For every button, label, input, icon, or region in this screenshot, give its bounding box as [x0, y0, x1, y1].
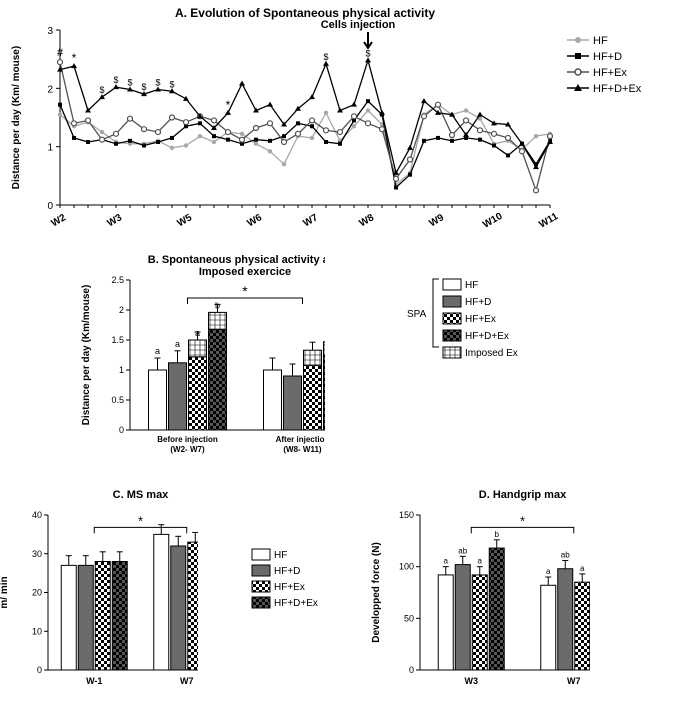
- panel-a-chart: A. Evolution of Spontaneous physical act…: [5, 5, 575, 250]
- svg-text:a: a: [580, 564, 585, 573]
- panel-a-legend: HF HF+D HF+Ex HF+D+Ex: [565, 30, 675, 110]
- svg-text:W3: W3: [106, 212, 125, 229]
- svg-text:0: 0: [119, 425, 124, 435]
- svg-text:$: $: [155, 78, 160, 88]
- svg-text:D. Handgrip max: D. Handgrip max: [479, 490, 567, 501]
- svg-text:*: *: [226, 98, 231, 112]
- svg-text:HF+Ex: HF+Ex: [593, 67, 627, 79]
- panel-b-legend: HF HF+D HF+Ex HF+D+Ex Imposed Ex SPA: [405, 275, 575, 385]
- panel-d-chart: D. Handgrip max 0 50 100 150 Developped force…: [365, 490, 590, 715]
- svg-text:0: 0: [409, 665, 414, 675]
- panel-c-legend: HF HF+D HF+Ex HF+D+Ex: [250, 545, 360, 620]
- svg-text:Distance per day (Km/mouse): Distance per day (Km/mouse): [81, 285, 92, 426]
- svg-text:HF: HF: [593, 35, 608, 47]
- svg-text:50: 50: [404, 613, 414, 623]
- svg-text:HF: HF: [274, 550, 287, 561]
- svg-text:HF+D: HF+D: [274, 566, 300, 577]
- svg-text:W-1: W-1: [86, 676, 102, 686]
- svg-text:Before injection: Before injection: [157, 435, 218, 444]
- svg-text:HF+D+Ex: HF+D+Ex: [593, 83, 642, 95]
- svg-text:SPA: SPA: [407, 309, 427, 320]
- svg-text:W2: W2: [50, 212, 69, 229]
- svg-text:HF: HF: [465, 280, 478, 291]
- svg-text:W7: W7: [180, 676, 194, 686]
- svg-text:b: b: [495, 530, 500, 539]
- svg-text:1.5: 1.5: [111, 335, 124, 345]
- svg-text:40: 40: [32, 510, 42, 520]
- figure-root: A. Evolution of Spontaneous physical act…: [0, 0, 685, 712]
- svg-text:After injection: After injection: [276, 435, 325, 444]
- svg-text:$: $: [127, 78, 132, 88]
- svg-text:W11: W11: [537, 211, 560, 231]
- svg-text:2.5: 2.5: [111, 275, 124, 285]
- svg-text:0.5: 0.5: [111, 395, 124, 405]
- svg-text:(W8- W11): (W8- W11): [283, 445, 322, 454]
- svg-text:Developped force (N): Developped force (N): [371, 542, 382, 643]
- panel-b-chart: B. Spontaneous physical activity andImpo…: [75, 255, 325, 475]
- svg-text:100: 100: [399, 562, 414, 572]
- svg-text:150: 150: [399, 510, 414, 520]
- svg-text:W6: W6: [246, 212, 265, 229]
- svg-text:30: 30: [32, 549, 42, 559]
- svg-text:HF+Ex: HF+Ex: [274, 582, 305, 593]
- svg-text:ab: ab: [561, 550, 570, 559]
- svg-text:a: a: [155, 346, 160, 356]
- svg-text:B. Spontaneous physical activi: B. Spontaneous physical activity and: [148, 255, 325, 266]
- svg-text:$: $: [113, 75, 118, 85]
- svg-text:W10: W10: [481, 211, 505, 231]
- svg-text:Imposed exercice: Imposed exercice: [199, 266, 291, 278]
- svg-text:$: $: [99, 85, 104, 95]
- svg-text:$: $: [169, 79, 174, 89]
- svg-text:C. MS max: C. MS max: [113, 490, 170, 501]
- svg-text:HF+D+Ex: HF+D+Ex: [274, 598, 318, 609]
- svg-text:HF+D+Ex: HF+D+Ex: [465, 331, 509, 342]
- svg-text:$: $: [141, 82, 146, 92]
- svg-text:Distance per day (Km/ mouse): Distance per day (Km/ mouse): [11, 46, 22, 189]
- svg-text:*: *: [520, 513, 525, 528]
- svg-text:a: a: [444, 557, 449, 566]
- svg-text:HF+Ex: HF+Ex: [465, 314, 496, 325]
- panel-c-chart: C. MS max 0 10 20 30 40 m/ min W-1 W7 *: [0, 490, 198, 715]
- svg-text:Imposed Ex: Imposed Ex: [465, 348, 518, 359]
- svg-text:*: *: [242, 283, 248, 299]
- svg-text:W9: W9: [428, 212, 447, 229]
- svg-text:$: $: [323, 52, 328, 62]
- svg-text:2: 2: [119, 305, 124, 315]
- svg-text:1: 1: [47, 143, 53, 154]
- svg-text:2: 2: [47, 84, 53, 95]
- svg-text:HF+D: HF+D: [593, 51, 622, 63]
- svg-text:20: 20: [32, 588, 42, 598]
- svg-text:a: a: [195, 328, 200, 338]
- svg-text:10: 10: [32, 626, 42, 636]
- svg-text:*: *: [72, 51, 77, 65]
- svg-text:3: 3: [47, 26, 53, 37]
- svg-text:W3: W3: [465, 676, 479, 686]
- svg-text:$: $: [365, 48, 370, 58]
- svg-text:1: 1: [119, 365, 124, 375]
- svg-text:a: a: [478, 557, 483, 566]
- svg-text:Cells injection: Cells injection: [321, 19, 396, 31]
- svg-text:W7: W7: [567, 676, 581, 686]
- svg-text:#: #: [57, 47, 64, 59]
- svg-text:W5: W5: [176, 212, 195, 229]
- svg-text:a: a: [546, 567, 551, 576]
- svg-text:ab: ab: [458, 546, 467, 555]
- svg-text:W7: W7: [302, 212, 321, 229]
- svg-text:HF+D: HF+D: [465, 297, 491, 308]
- svg-text:W8: W8: [358, 212, 377, 229]
- svg-text:0: 0: [47, 201, 53, 212]
- svg-text:(W2- W7): (W2- W7): [170, 445, 205, 454]
- svg-text:A. Evolution of Spontaneous ph: A. Evolution of Spontaneous physical act…: [175, 6, 435, 20]
- svg-text:*: *: [138, 513, 143, 528]
- svg-text:m/ min: m/ min: [0, 576, 10, 608]
- svg-text:0: 0: [37, 665, 42, 675]
- svg-text:a: a: [175, 339, 180, 349]
- svg-text:b: b: [215, 300, 220, 310]
